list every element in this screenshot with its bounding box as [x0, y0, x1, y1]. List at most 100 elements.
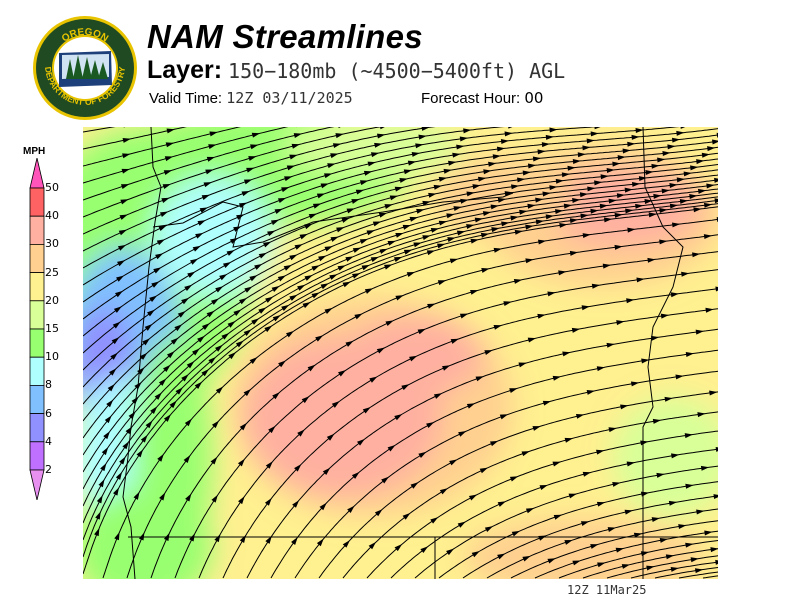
streamline-arrow — [651, 163, 660, 169]
streamline-arrow — [157, 453, 164, 462]
streamline-arrow — [248, 156, 257, 161]
streamline-arrow — [587, 186, 596, 192]
streamline-arrow — [443, 168, 452, 174]
streamline-arrow — [316, 538, 324, 547]
streamline-arrow — [335, 133, 344, 139]
streamline-arrow — [660, 313, 670, 319]
streamline-arrow — [271, 285, 280, 293]
streamline-arrow — [596, 366, 606, 372]
streamline-arrow — [120, 184, 130, 190]
streamline-arrow — [307, 364, 316, 372]
streamline-arrow — [395, 232, 404, 238]
streamline-arrow — [614, 244, 623, 250]
streamline-arrow — [264, 497, 272, 506]
streamline-arrow — [484, 526, 494, 533]
streamline-arrow — [117, 244, 127, 251]
streamline-arrow — [159, 492, 166, 501]
streamline-arrow — [470, 289, 479, 295]
streamline-arrow — [468, 494, 478, 501]
streamline-arrow — [667, 144, 676, 150]
coastline — [122, 127, 162, 579]
streamline-arrow — [496, 146, 506, 152]
streamline-arrow — [527, 337, 537, 343]
streamline — [83, 199, 718, 541]
streamline — [83, 127, 680, 286]
streamline-arrow — [537, 239, 547, 245]
streamline-arrow — [136, 449, 144, 458]
streamline-arrow — [638, 176, 648, 182]
streamline-arrow — [175, 387, 183, 395]
legend-swatch-30-40 — [29, 215, 45, 245]
streamline-arrow — [380, 127, 385, 130]
streamline-arrow — [659, 537, 669, 543]
streamline-arrow — [582, 145, 591, 151]
streamline-arrow — [659, 207, 668, 213]
streamline-arrow — [304, 274, 313, 281]
streamline — [83, 127, 289, 184]
streamline-arrow — [174, 324, 183, 332]
streamline-arrow — [210, 456, 218, 465]
streamline-arrow — [569, 250, 579, 256]
streamline-arrow — [241, 191, 250, 197]
streamline-arrow — [694, 568, 704, 574]
streamline-arrow — [351, 471, 360, 479]
streamline-arrow — [579, 192, 589, 198]
streamline-arrow — [545, 134, 554, 140]
streamline-arrow — [376, 133, 386, 139]
streamline-arrow — [354, 313, 363, 320]
streamline-arrow — [590, 208, 599, 214]
streamline-arrow — [549, 185, 558, 191]
streamline-arrow — [659, 239, 668, 245]
streamline-arrow — [602, 263, 611, 269]
streamline-arrow — [615, 547, 625, 553]
streamline-arrow — [668, 500, 678, 506]
streamline-arrow — [701, 152, 711, 158]
streamline-arrow — [121, 168, 130, 174]
streamline — [83, 158, 718, 388]
streamline-arrow — [608, 198, 617, 204]
streamline — [702, 575, 718, 579]
streamline-arrow — [527, 163, 537, 169]
streamline-arrow — [122, 138, 131, 143]
streamline-arrow — [522, 555, 531, 562]
streamline-arrow — [393, 256, 403, 262]
legend-tick: 4 — [45, 434, 52, 448]
streamline-arrow — [363, 170, 373, 176]
streamline-arrow — [532, 156, 542, 162]
streamline-arrow — [645, 170, 654, 176]
streamline-arrow — [347, 505, 355, 514]
streamline-arrow — [94, 527, 100, 537]
legend-tick: 30 — [45, 237, 59, 251]
streamline-arrow — [563, 203, 573, 209]
streamline-arrow — [410, 482, 419, 489]
streamline-arrow — [705, 307, 714, 313]
streamline-arrow — [222, 261, 232, 269]
streamline-arrow — [707, 146, 716, 152]
streamline-arrow — [258, 307, 267, 314]
streamline-arrow — [169, 400, 177, 409]
legend-tick: 6 — [45, 406, 52, 420]
streamline-arrow — [238, 496, 245, 505]
streamline-arrow — [186, 361, 195, 369]
streamline-arrow — [439, 488, 449, 495]
streamline-arrow — [447, 237, 456, 242]
streamline-arrow — [514, 229, 524, 235]
streamline-arrow — [368, 541, 377, 550]
streamline-arrow — [561, 172, 571, 178]
streamline-arrow — [367, 161, 376, 167]
streamline-arrow — [184, 284, 193, 292]
streamline-arrow — [525, 224, 534, 230]
streamline-arrow — [161, 197, 170, 203]
streamline-arrow — [513, 278, 523, 284]
streamline-arrow — [685, 542, 694, 548]
streamline-arrow — [311, 265, 320, 271]
streamline-arrow — [324, 307, 333, 314]
streamline-arrow — [567, 165, 576, 171]
streamline-arrow — [329, 274, 338, 280]
streamline-arrow — [703, 202, 713, 208]
streamline — [654, 566, 718, 579]
streamline-arrow — [372, 221, 382, 227]
streamline-arrow — [635, 203, 644, 209]
streamline-arrow — [201, 369, 209, 377]
streamline-arrow — [669, 203, 679, 209]
